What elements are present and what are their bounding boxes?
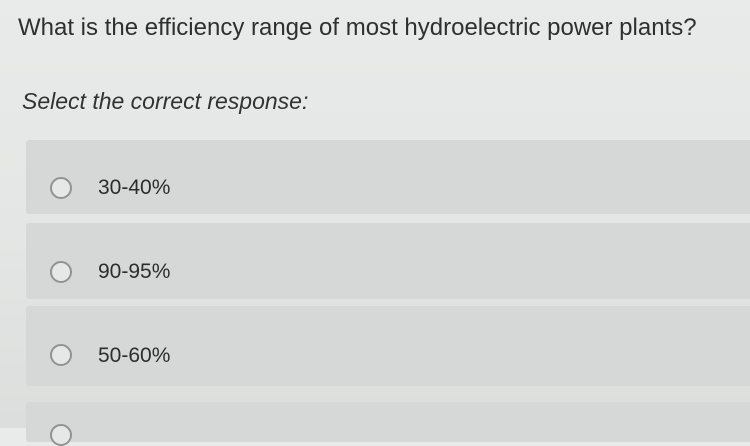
answer-options: 30-40% 90-95% 50-60% <box>26 140 750 446</box>
answer-option-1[interactable]: 30-40% <box>26 140 750 214</box>
radio-button-icon[interactable] <box>50 424 72 446</box>
answer-option-4[interactable] <box>26 402 750 446</box>
radio-button-icon[interactable] <box>50 177 72 199</box>
radio-button-icon[interactable] <box>50 261 72 283</box>
answer-option-3[interactable]: 50-60% <box>26 306 750 386</box>
question-text: What is the efficiency range of most hyd… <box>18 14 697 41</box>
select-response-prompt: Select the correct response: <box>22 88 309 114</box>
answer-option-2[interactable]: 90-95% <box>26 223 750 299</box>
answer-option-label: 50-60% <box>98 344 171 367</box>
radio-button-icon[interactable] <box>50 344 72 366</box>
answer-option-label: 90-95% <box>98 260 171 283</box>
answer-option-label: 30-40% <box>98 176 171 199</box>
